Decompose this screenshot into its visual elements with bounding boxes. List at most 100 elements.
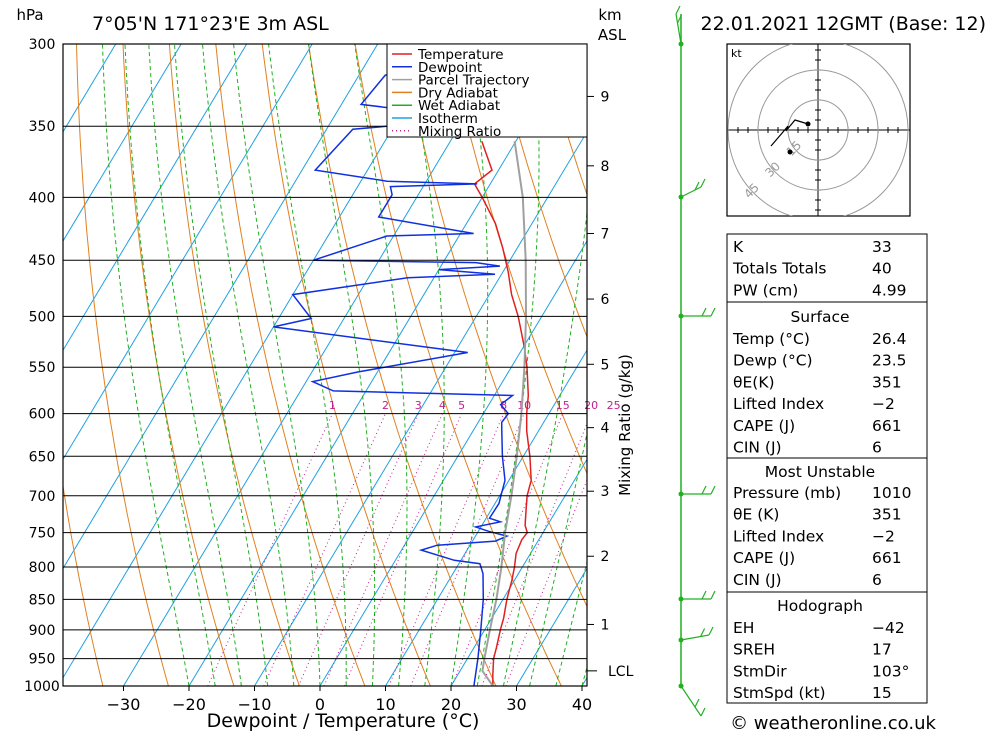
mixing-ratio-label: 1 — [329, 399, 336, 412]
sounding-datetime: 22.01.2021 12GMT (Base: 12) — [701, 13, 986, 35]
pressure-tick-label: 300 — [29, 37, 56, 53]
temp-tick-label: 0 — [315, 695, 325, 714]
hodograph-ring — [757, 69, 879, 191]
temp-tick-label: −10 — [238, 695, 272, 714]
surface-index-label: θE(K) — [733, 373, 775, 391]
most-unstable-index-value: 661 — [872, 549, 902, 567]
surface-index-label: Temp (°C) — [732, 330, 810, 348]
km-tick-label: 8 — [601, 159, 610, 175]
wind-barb-feather — [694, 181, 700, 191]
km-tick-label: 4 — [601, 421, 610, 437]
legend-box — [386, 43, 588, 138]
surface-index-value: 26.4 — [872, 330, 907, 348]
wind-barb-feather — [700, 628, 706, 637]
wind-barb-shaft — [680, 685, 702, 717]
pressure-tick-label: 350 — [29, 119, 56, 135]
hodograph-indices-title: Hodograph — [777, 597, 863, 615]
temperature-trace — [473, 140, 532, 686]
mixing-ratio-line — [343, 413, 463, 686]
most-unstable-index-label: θE (K) — [733, 506, 779, 524]
mixing-ratio-line — [323, 413, 443, 686]
legend-entry: Mixing Ratio — [418, 124, 501, 140]
wind-barb-feather — [708, 626, 714, 636]
storm-motion-point — [787, 149, 793, 155]
km-unit-label: km — [598, 6, 621, 24]
surface-index-label: Dewp (°C) — [733, 352, 813, 370]
isotherm-line — [254, 130, 587, 686]
asl-unit-label: ASL — [598, 26, 627, 44]
pressure-tick-label: 800 — [29, 560, 56, 576]
wind-barb-feather — [694, 698, 700, 708]
temp-tick-label: 20 — [441, 695, 461, 714]
hodograph-unit-label: kt — [731, 47, 742, 60]
mixing-ratio-label: 3 — [415, 399, 422, 412]
dry-adiabat-line — [354, 44, 562, 686]
most-unstable-index-value: 6 — [872, 571, 882, 589]
dry-adiabat-line — [447, 44, 587, 475]
km-tick-label: 5 — [601, 357, 610, 373]
surface-index-label: Lifted Index — [733, 395, 824, 413]
dry-adiabat-line — [401, 44, 587, 608]
x-axis-title: Dewpoint / Temperature (°C) — [207, 710, 480, 732]
isotherm-line — [63, 44, 444, 679]
copyright: © weatheronline.co.uk — [730, 713, 936, 733]
hodograph-index-value: −42 — [872, 619, 905, 637]
hodograph-ring — [787, 99, 849, 161]
surface-index-value: −2 — [872, 395, 895, 413]
pressure-tick-label: 550 — [29, 360, 56, 376]
most-unstable-index-label: CIN (J) — [733, 571, 782, 589]
most-unstable-index-label: Lifted Index — [733, 527, 824, 545]
hodograph-ring — [727, 44, 909, 216]
index-tables: K 33 Totals Totals 40 PW (cm) 4.99 Surface Temp… — [726, 233, 928, 704]
hodograph-index-value: 17 — [872, 641, 892, 659]
most-unstable-index-label: Pressure (mb) — [733, 484, 841, 502]
isotherm-line — [385, 349, 587, 686]
wind-barb-feather — [675, 5, 681, 15]
wind-barb-feather — [701, 590, 707, 600]
wet-adiabat-line — [529, 431, 587, 686]
isotherm-line — [450, 458, 587, 686]
hodograph-index-value: 103° — [872, 662, 909, 680]
hodograph-index-label: StmSpd (kt) — [733, 684, 826, 702]
isotherm-line — [63, 44, 182, 242]
surface-title: Surface — [790, 308, 849, 326]
isotherm-line — [319, 240, 587, 686]
wet-adiabat-line — [202, 44, 295, 686]
pressure-tick-label: 850 — [29, 592, 56, 608]
wind-barb-feather — [701, 307, 707, 317]
dry-adiabat-line — [493, 44, 587, 339]
km-tick-label: 7 — [601, 227, 610, 243]
legend-entry: Temperature — [417, 47, 504, 63]
general-index-label: PW (cm) — [733, 281, 798, 299]
hodograph-point — [805, 121, 811, 127]
hodograph-trace — [770, 119, 809, 147]
hodograph-indices-box — [726, 591, 928, 704]
pressure-tick-label: 450 — [29, 253, 56, 269]
pressure-tick-label: 1000 — [24, 679, 60, 695]
wind-barb-feather — [700, 707, 706, 717]
general-index-label: K — [733, 238, 744, 256]
pressure-tick-label: 600 — [29, 407, 56, 423]
pressure-tick-label: 900 — [29, 623, 56, 639]
hpa-unit-label: hPa — [16, 6, 43, 24]
pressure-tick-label: 500 — [29, 309, 56, 325]
surface-index-value: 351 — [872, 373, 902, 391]
wind-barb-staff — [675, 5, 716, 717]
wind-barb-feather — [676, 14, 683, 24]
dry-adiabat-line — [959, 44, 1000, 686]
mixing-ratio-line — [451, 413, 564, 686]
wet-adiabat-line — [354, 44, 408, 686]
isotherm-line — [63, 44, 117, 133]
mixing-ratio-label: 20 — [584, 399, 598, 412]
dewpoint-trace — [273, 52, 524, 686]
hodograph-index-label: SREH — [733, 641, 775, 659]
wind-barb-shaft — [680, 634, 710, 641]
dry-adiabat-line — [308, 44, 497, 686]
axes: 3003504004505005506006507007508008509009… — [24, 37, 633, 714]
legend-entry: Parcel Trajectory — [418, 73, 530, 89]
most-unstable-index-label: CAPE (J) — [733, 549, 795, 567]
legend-entry: Wet Adiabat — [418, 98, 500, 114]
